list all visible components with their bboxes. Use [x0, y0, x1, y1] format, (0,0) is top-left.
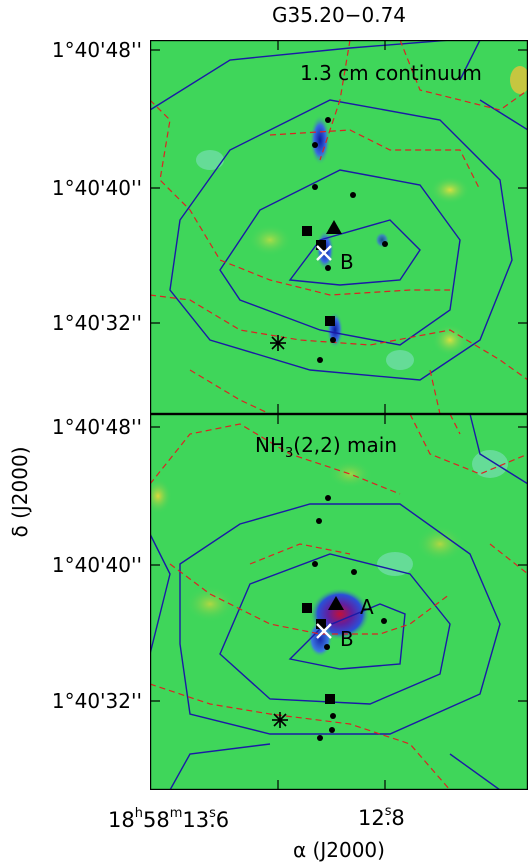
y-axis-label: δ (J2000) [8, 446, 32, 538]
solid-contours [150, 414, 528, 790]
markers-top [302, 117, 388, 363]
triangle-marker [326, 220, 342, 234]
triangle-marker [328, 596, 344, 610]
square-marker [325, 694, 335, 704]
nh3-map: NH3(2,2) main A B [150, 414, 528, 790]
square-marker [302, 226, 312, 236]
point-marker [325, 265, 331, 271]
panel-label-nh3: NH3(2,2) main [255, 433, 397, 461]
cross-marker-b [316, 623, 332, 639]
axis-ticks-top [150, 40, 528, 414]
point-marker [325, 495, 331, 501]
square-marker [316, 619, 326, 629]
ytick-top-2: 1°40'32'' [51, 311, 142, 335]
cross-marker-b [316, 245, 332, 261]
point-marker [350, 192, 356, 198]
point-marker [312, 142, 318, 148]
square-marker [316, 240, 326, 250]
continuum-map: 1.3 cm continuum B [150, 40, 528, 414]
panel-label-continuum: 1.3 cm continuum [300, 61, 482, 85]
source-label-a: A [360, 595, 374, 619]
square-marker [302, 603, 312, 613]
ytick-top-1: 1°40'40'' [51, 176, 142, 200]
source-label-b: B [340, 250, 354, 274]
point-marker [330, 713, 336, 719]
point-marker [312, 561, 318, 567]
ytick-bot-2: 1°40'32'' [51, 689, 142, 713]
asterisk-marker [270, 335, 286, 351]
ytick-top-0: 1°40'48'' [51, 38, 142, 62]
point-marker [312, 184, 318, 190]
xtick-1: 12 s .8 [358, 804, 405, 830]
figure-title: G35.20−0.74 [271, 3, 407, 27]
point-marker [325, 117, 331, 123]
panel-nh3: NH3(2,2) main A B [150, 414, 528, 790]
ytick-bot-0: 1°40'48'' [51, 415, 142, 439]
dashed-contours [150, 414, 528, 790]
xtick-0: 18h58m13 s .6 [108, 806, 230, 832]
markers-bottom [302, 495, 387, 741]
axis-ticks-bottom [150, 414, 528, 790]
ytick-bot-1: 1°40'40'' [51, 553, 142, 577]
point-marker [382, 241, 388, 247]
point-marker [317, 357, 323, 363]
point-marker [317, 735, 323, 741]
source-label-b: B [340, 627, 354, 651]
point-marker [329, 727, 335, 733]
point-marker [324, 644, 330, 650]
square-marker [325, 316, 335, 326]
panel-continuum: 1.3 cm continuum B [150, 40, 528, 414]
point-marker [316, 518, 322, 524]
point-marker [381, 618, 387, 624]
point-marker [351, 569, 357, 575]
dashed-contours [150, 40, 528, 414]
point-marker [330, 337, 336, 343]
x-axis-label: α (J2000) [293, 838, 385, 862]
asterisk-marker [272, 712, 288, 728]
